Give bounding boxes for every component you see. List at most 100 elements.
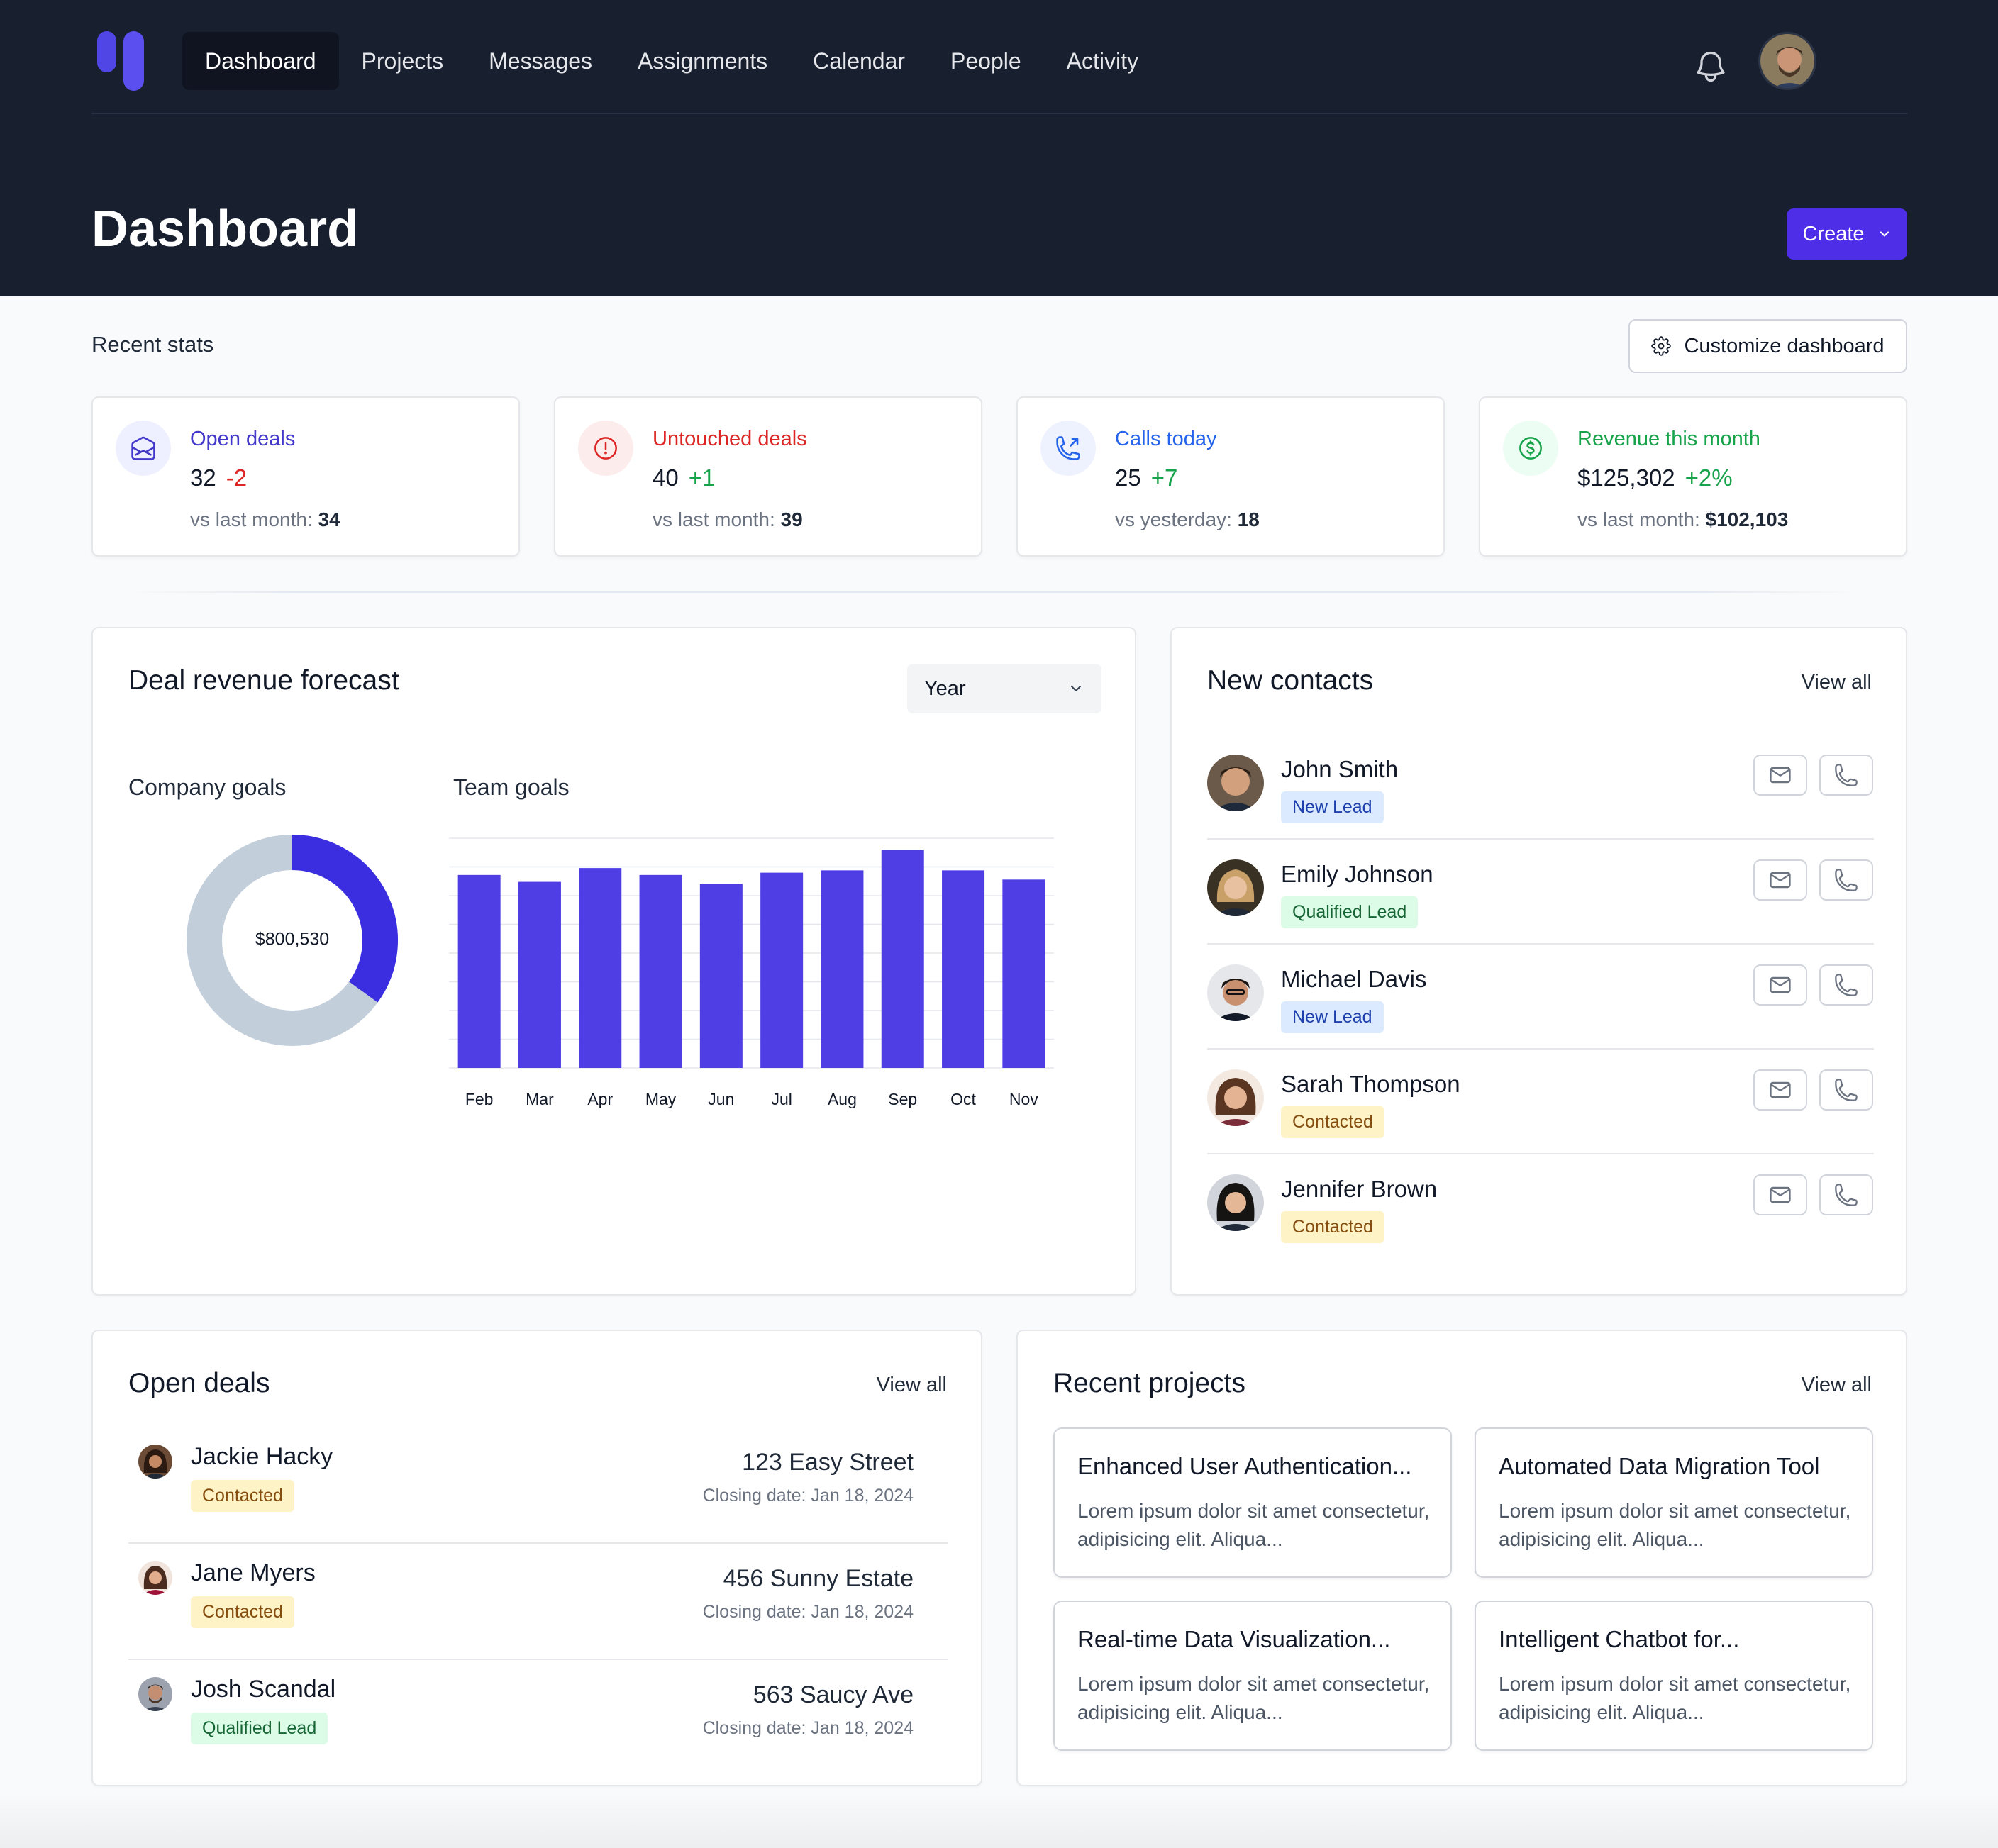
app-logo[interactable] [97,31,144,91]
contacts-title: New contacts [1207,665,1374,696]
email-button[interactable] [1753,1174,1807,1215]
stat-label: Untouched deals [653,428,807,450]
nav-item-projects[interactable]: Projects [361,48,444,74]
phone-outgoing-icon [1040,421,1096,476]
x-tick-label: Aug [828,1090,857,1108]
nav-item-dashboard[interactable]: Dashboard [182,32,339,90]
bar-aug [821,870,864,1068]
period-select[interactable]: Year [907,664,1101,713]
period-select-value: Year [924,677,966,700]
notification-bell-icon[interactable] [1692,48,1729,85]
chevron-down-icon [1071,686,1081,691]
deal-contact-name: Josh Scandal [191,1676,336,1703]
phone-icon [1835,1184,1858,1206]
status-badge: New Lead [1281,791,1384,823]
stat-label: Calls today [1115,428,1217,450]
create-button[interactable]: Create [1787,208,1907,260]
deal-row[interactable]: Jane Myers Contacted 456 Sunny Estate Cl… [128,1544,948,1660]
call-button[interactable] [1819,1069,1873,1111]
projects-view-all-link[interactable]: View all [1801,1374,1872,1396]
recent-stats-heading: Recent stats [91,332,214,357]
status-badge: Qualified Lead [1281,896,1419,928]
project-title: Automated Data Migration Tool [1499,1453,1820,1479]
avatar [1207,1069,1264,1126]
stat-delta: -2 [226,464,248,491]
company-goals-label: Company goals [128,774,287,800]
avatar [138,1561,172,1595]
stat-comparison: vs yesterday: 18 [1115,508,1260,530]
email-button[interactable] [1753,1069,1807,1111]
nav-item-people[interactable]: People [950,48,1021,74]
project-card[interactable]: Automated Data Migration Tool Lorem ipsu… [1475,1427,1873,1578]
contact-name: Sarah Thompson [1281,1071,1460,1097]
nav-item-calendar[interactable]: Calendar [813,48,906,74]
deals-view-all-link[interactable]: View all [876,1374,947,1396]
stat-card-open-deals[interactable]: Open deals 32 -2 vs last month: 34 [91,396,520,557]
call-button[interactable] [1819,1174,1873,1215]
recent-projects-title: Recent projects [1053,1368,1245,1398]
phone-icon [1835,764,1858,786]
call-button[interactable] [1819,964,1873,1006]
email-button[interactable] [1753,964,1807,1006]
call-button[interactable] [1819,755,1873,796]
deal-row[interactable]: Jackie Hacky Contacted 123 Easy Street C… [128,1427,948,1544]
deal-closing-date: Closing date: Jan 18, 2024 [702,1718,914,1738]
stat-card-revenue[interactable]: Revenue this month $125,302 +2% vs last m… [1479,396,1907,557]
deal-contact-name: Jackie Hacky [191,1443,333,1470]
stat-comparison: vs last month: 39 [653,508,803,530]
contact-row[interactable]: Jennifer Brown Contacted [1207,1154,1874,1259]
team-goals-bar-chart: Feb Mar Apr May Jun Jul Aug Sep Oct Nov [449,837,1054,1108]
donut-progress-arc [292,835,398,1003]
stat-value: $125,302 +2% [1577,464,1733,491]
team-goals-label: Team goals [453,774,570,800]
status-badge: Contacted [191,1480,294,1512]
gear-icon [1651,336,1672,356]
contact-row[interactable]: Sarah Thompson Contacted [1207,1050,1874,1154]
project-description: Lorem ipsum dolor sit amet consectetur, … [1499,1673,1851,1723]
status-badge: Contacted [191,1596,294,1628]
stat-card-untouched-deals[interactable]: Untouched deals 40 +1 vs last month: 39 [554,396,982,557]
email-button[interactable] [1753,859,1807,901]
phone-icon [1835,1079,1858,1101]
project-card[interactable]: Enhanced User Authentication... Lorem ip… [1053,1427,1452,1578]
contact-name: Michael Davis [1281,966,1427,992]
bar-jul [760,872,804,1068]
stat-delta: +7 [1150,464,1178,491]
stat-card-calls-today[interactable]: Calls today 25 +7 vs yesterday: 18 [1016,396,1445,557]
email-button[interactable] [1753,755,1807,796]
x-tick-label: Oct [950,1090,976,1108]
avatar [1207,859,1264,916]
x-tick-label: Mar [526,1090,554,1108]
open-deals-panel: Open deals View all Jackie Hacky Contact… [91,1330,982,1786]
open-deals-title: Open deals [128,1368,270,1398]
call-button[interactable] [1819,859,1873,901]
bar-apr [579,868,622,1068]
nav-item-messages[interactable]: Messages [489,48,592,74]
bar-jun [699,884,743,1068]
page-title: Dashboard [91,201,359,257]
stat-delta: +2% [1685,464,1733,491]
user-avatar[interactable] [1758,32,1816,90]
nav-item-assignments[interactable]: Assignments [637,48,768,74]
contact-row[interactable]: Michael Davis New Lead [1207,945,1874,1050]
stat-value: 25 +7 [1115,464,1178,491]
project-card[interactable]: Intelligent Chatbot for... Lorem ipsum d… [1475,1601,1873,1751]
customize-dashboard-button[interactable]: Customize dashboard [1628,319,1907,373]
project-title: Intelligent Chatbot for... [1499,1626,1740,1652]
contacts-view-all-link[interactable]: View all [1801,671,1872,694]
x-tick-label: Sep [888,1090,917,1108]
nav-item-activity[interactable]: Activity [1066,48,1139,74]
contact-name: John Smith [1281,756,1399,782]
deal-row[interactable]: Josh Scandal Qualified Lead 563 Saucy Av… [128,1660,948,1776]
main-nav: Dashboard Projects Messages Assignments … [182,32,1161,90]
contact-row[interactable]: Emily Johnson Qualified Lead [1207,840,1874,945]
project-title: Real-time Data Visualization... [1077,1626,1391,1652]
deal-address: 123 Easy Street [742,1449,914,1476]
x-tick-label: Jul [771,1090,792,1108]
x-tick-label: Apr [587,1090,613,1108]
contact-name: Jennifer Brown [1281,1176,1438,1202]
stat-label: Revenue this month [1577,428,1760,450]
contact-row[interactable]: John Smith New Lead [1207,735,1874,840]
project-card[interactable]: Real-time Data Visualization... Lorem ip… [1053,1601,1452,1751]
create-button-label: Create [1802,222,1865,245]
